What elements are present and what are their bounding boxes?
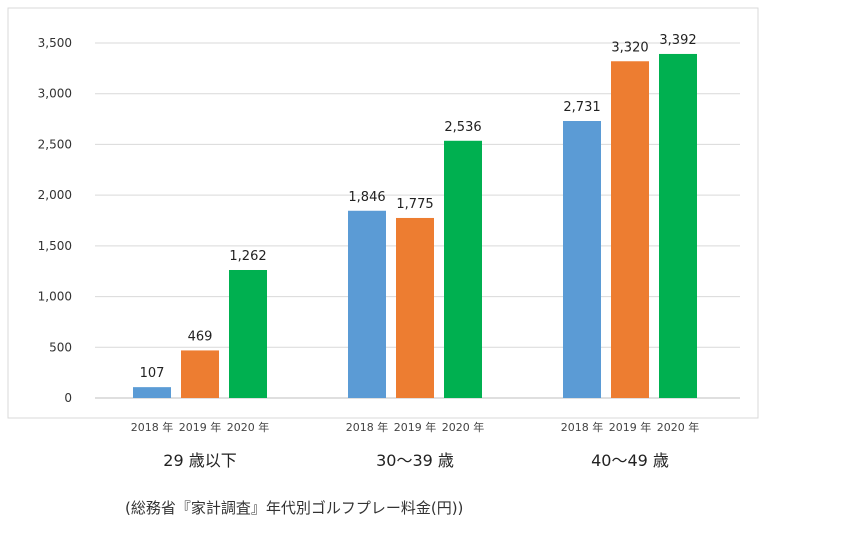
y-tick-label: 3,500 [38, 36, 72, 50]
bar [133, 387, 171, 398]
bar [348, 210, 386, 398]
age-group-label: 30〜39 歳 [376, 451, 454, 470]
y-tick-label: 500 [49, 340, 72, 354]
bar-value-label: 2,536 [444, 120, 481, 135]
y-tick-label: 0 [64, 391, 72, 405]
bar-value-label: 1,262 [229, 249, 266, 264]
bars [133, 53, 697, 399]
year-label: 2018 年 [131, 420, 174, 434]
bar [563, 120, 601, 399]
bar-value-label: 3,320 [611, 40, 648, 55]
y-tick-label: 1,000 [38, 290, 72, 304]
y-tick-label: 1,500 [38, 239, 72, 253]
bar-value-label: 469 [188, 329, 213, 344]
age-group-label: 40〜49 歳 [591, 451, 669, 470]
bar [611, 61, 649, 398]
year-label: 2018 年 [346, 420, 389, 434]
age-group-label: 29 歳以下 [163, 451, 236, 470]
bar [396, 217, 434, 398]
year-label: 2019 年 [394, 420, 437, 434]
y-tick-label: 2,500 [38, 137, 72, 151]
y-axis-ticks: 0 500 1,000 1,500 2,000 2,500 3,000 3,500 [38, 36, 72, 405]
data-labels: 107 469 1,262 1,846 1,775 2,536 2,731 3,320 3,39… [140, 33, 697, 381]
bar-value-label: 1,846 [348, 190, 385, 205]
x-axis-labels: 2018 年 2019 年 2020 年 29 歳以下 2018 年 2019 年 2020… [131, 420, 700, 470]
bar-value-label: 2,731 [563, 100, 600, 115]
bar-value-label: 1,775 [396, 197, 433, 212]
year-label: 2020 年 [227, 420, 270, 434]
bar [444, 140, 482, 398]
bar [229, 269, 267, 398]
bar-value-label: 3,392 [659, 33, 696, 48]
year-label: 2020 年 [442, 420, 485, 434]
bar-value-label: 107 [140, 366, 165, 381]
year-label: 2019 年 [179, 420, 222, 434]
chart-border [7, 7, 759, 419]
y-tick-label: 3,000 [38, 87, 72, 101]
year-label: 2018 年 [561, 420, 604, 434]
bar [181, 350, 219, 398]
year-label: 2019 年 [609, 420, 652, 434]
y-tick-label: 2,000 [38, 188, 72, 202]
year-label: 2020 年 [657, 420, 700, 434]
source-note: (総務省『家計調査』年代別ゴルフプレー料金(円)) [125, 499, 463, 517]
bar [659, 53, 697, 398]
